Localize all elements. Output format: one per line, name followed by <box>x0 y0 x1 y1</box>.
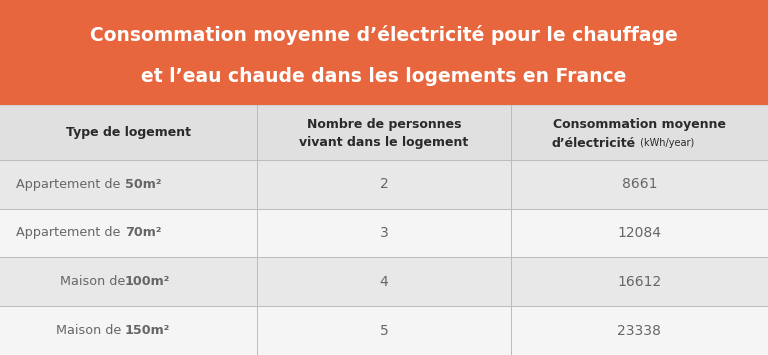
Text: Nombre de personnes: Nombre de personnes <box>306 118 462 131</box>
Text: Maison de: Maison de <box>55 324 124 337</box>
Text: Consommation moyenne d’électricité pour le chauffage: Consommation moyenne d’électricité pour … <box>90 24 678 45</box>
Text: et l’eau chaude dans les logements en France: et l’eau chaude dans les logements en Fr… <box>141 67 627 86</box>
Text: Maison de: Maison de <box>60 275 124 288</box>
Bar <box>0 105 768 160</box>
Bar <box>0 306 768 355</box>
Text: 8661: 8661 <box>621 177 657 191</box>
Text: Type de logement: Type de logement <box>66 126 191 139</box>
Bar <box>0 0 768 105</box>
Text: Appartement de: Appartement de <box>16 178 124 191</box>
Text: 100m²: 100m² <box>124 275 170 288</box>
Text: 5: 5 <box>379 324 389 338</box>
Bar <box>0 160 768 208</box>
Text: 70m²: 70m² <box>124 226 161 240</box>
Text: 150m²: 150m² <box>124 324 170 337</box>
Text: Appartement de: Appartement de <box>16 226 124 240</box>
Bar <box>0 208 768 257</box>
Bar <box>0 257 768 306</box>
Text: vivant dans le logement: vivant dans le logement <box>300 136 468 149</box>
Text: 4: 4 <box>379 275 389 289</box>
Text: 3: 3 <box>379 226 389 240</box>
Text: 23338: 23338 <box>617 324 661 338</box>
Text: 2: 2 <box>379 177 389 191</box>
Text: Consommation moyenne: Consommation moyenne <box>553 118 726 131</box>
Text: (kWh/year): (kWh/year) <box>637 138 694 148</box>
Text: d’électricité: d’électricité <box>551 137 635 150</box>
Text: 50m²: 50m² <box>124 178 161 191</box>
Text: 12084: 12084 <box>617 226 661 240</box>
Text: 16612: 16612 <box>617 275 661 289</box>
